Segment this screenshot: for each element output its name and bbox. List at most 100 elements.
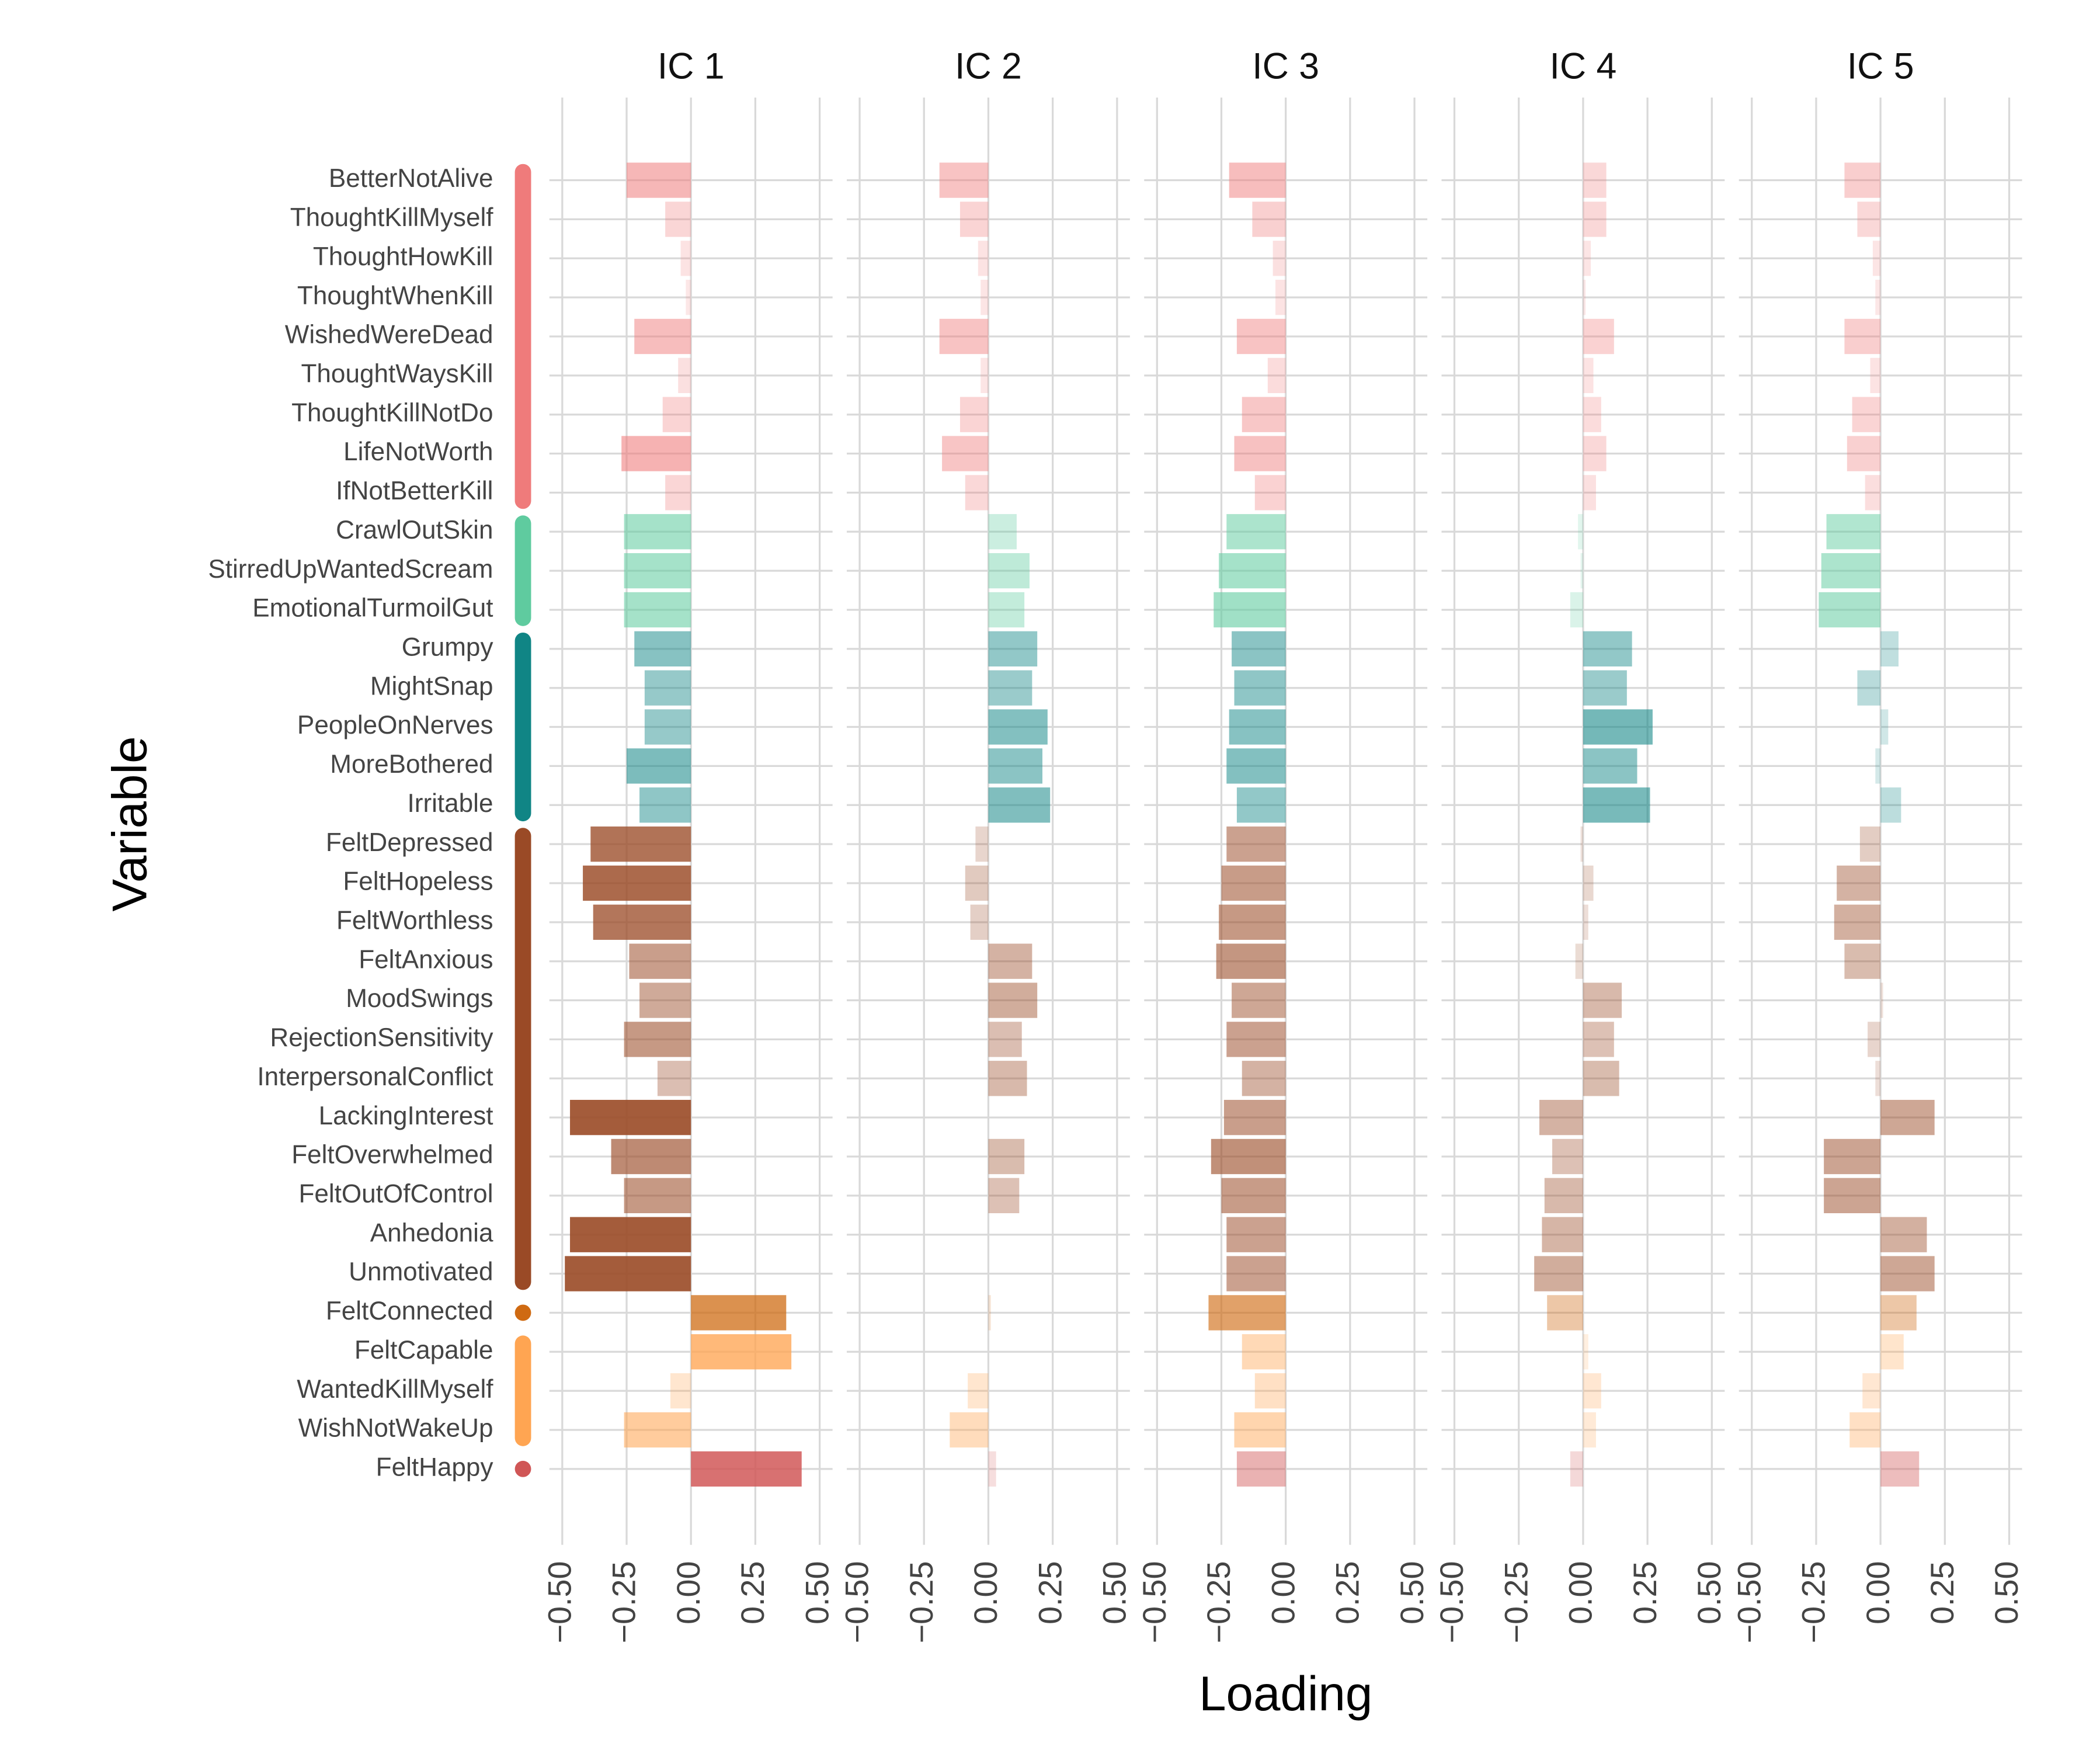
x-tick-label: 0.50 <box>1097 1561 1133 1624</box>
bar <box>1254 1373 1286 1409</box>
bar <box>624 1178 691 1213</box>
bar <box>1875 748 1881 784</box>
bar <box>624 1022 691 1057</box>
bar <box>981 357 989 394</box>
bar <box>988 748 1043 784</box>
x-tick-label: −0.50 <box>1434 1561 1470 1644</box>
x-tick-label: 0.50 <box>1691 1561 1727 1624</box>
facet-title: IC 2 <box>955 46 1022 87</box>
bar <box>1826 514 1881 550</box>
bar <box>1857 670 1881 706</box>
bar <box>680 241 691 276</box>
bar <box>665 202 691 237</box>
bar <box>988 943 1032 979</box>
bar <box>950 1412 989 1448</box>
bar <box>1880 1256 1935 1291</box>
bar <box>1872 241 1881 276</box>
bar <box>1583 631 1632 666</box>
bar <box>988 1061 1027 1096</box>
bar <box>1583 748 1637 784</box>
category-label: ThoughtWaysKill <box>301 359 493 388</box>
category-label: FeltHappy <box>376 1453 493 1481</box>
category-label: FeltWorthless <box>336 906 493 935</box>
bar <box>1219 904 1286 940</box>
x-tick-label: 0.50 <box>1988 1561 2025 1624</box>
category-label: InterpersonalConflict <box>257 1062 493 1091</box>
x-axis-title: Loading <box>1199 1666 1372 1721</box>
facet-title: IC 3 <box>1252 46 1319 87</box>
category-label: FeltDepressed <box>326 828 493 857</box>
category-label: CrawlOutSkin <box>336 516 493 544</box>
bar <box>691 1451 802 1487</box>
bar <box>1226 748 1286 784</box>
bar <box>988 592 1025 628</box>
bar <box>629 943 691 979</box>
category-label: PeopleOnNerves <box>297 711 493 739</box>
bar <box>988 1295 991 1331</box>
group-marker <box>514 1304 531 1321</box>
bar <box>1859 826 1881 862</box>
bar <box>611 1138 691 1175</box>
bar <box>975 826 989 862</box>
bar <box>1880 709 1889 745</box>
x-tick-label: 0.25 <box>1924 1561 1960 1624</box>
category-label: LackingInterest <box>319 1102 493 1130</box>
bar <box>583 865 691 901</box>
bar <box>624 514 691 550</box>
bar <box>1267 357 1286 394</box>
bar <box>1226 1256 1286 1291</box>
bar <box>678 357 691 394</box>
bar <box>570 1099 691 1136</box>
bar <box>590 826 691 862</box>
category-label: MoodSwings <box>346 984 493 1013</box>
bar <box>1221 865 1286 901</box>
category-label: ThoughtWhenKill <box>297 282 493 310</box>
bar <box>988 1451 996 1487</box>
facet-title: IC 4 <box>1549 46 1616 87</box>
category-label: FeltOverwhelmed <box>291 1141 493 1169</box>
category-label: FeltHopeless <box>343 867 493 896</box>
bar <box>627 748 691 784</box>
x-tick-label: −0.50 <box>1731 1561 1767 1644</box>
bar <box>1583 162 1607 198</box>
bar <box>1580 553 1583 589</box>
bar <box>1570 1451 1583 1487</box>
bar <box>1547 1295 1583 1331</box>
bar <box>988 670 1032 706</box>
bar <box>1583 357 1594 394</box>
bar <box>1226 1217 1286 1252</box>
bar <box>1252 202 1286 237</box>
category-label: MoreBothered <box>330 750 493 779</box>
bar <box>1583 202 1607 237</box>
bar <box>1583 1334 1588 1370</box>
x-tick-label: 0.00 <box>1265 1561 1301 1624</box>
bar <box>1272 241 1286 276</box>
bar <box>1552 1138 1583 1175</box>
x-tick-label: 0.00 <box>968 1561 1004 1624</box>
bar <box>1254 475 1286 511</box>
bar <box>1242 1061 1286 1096</box>
bar <box>939 162 989 198</box>
bar <box>634 318 691 355</box>
bar <box>1865 475 1881 511</box>
bar <box>1539 1099 1583 1136</box>
bar <box>1578 514 1583 550</box>
bar <box>988 982 1038 1018</box>
bar <box>1208 1295 1286 1331</box>
bar <box>621 436 691 471</box>
bar <box>1583 436 1607 471</box>
bar <box>1275 279 1286 315</box>
x-tick-label: −0.25 <box>1498 1561 1534 1644</box>
bar <box>1236 1451 1286 1487</box>
bar <box>1211 1138 1286 1175</box>
bar <box>1583 1412 1596 1448</box>
bar <box>1834 904 1881 940</box>
bar <box>1570 592 1583 628</box>
bar <box>1880 982 1883 1018</box>
bar <box>1242 1334 1286 1370</box>
bar <box>1236 318 1286 355</box>
bar <box>644 709 691 745</box>
bar <box>1229 709 1286 745</box>
bar <box>970 904 989 940</box>
